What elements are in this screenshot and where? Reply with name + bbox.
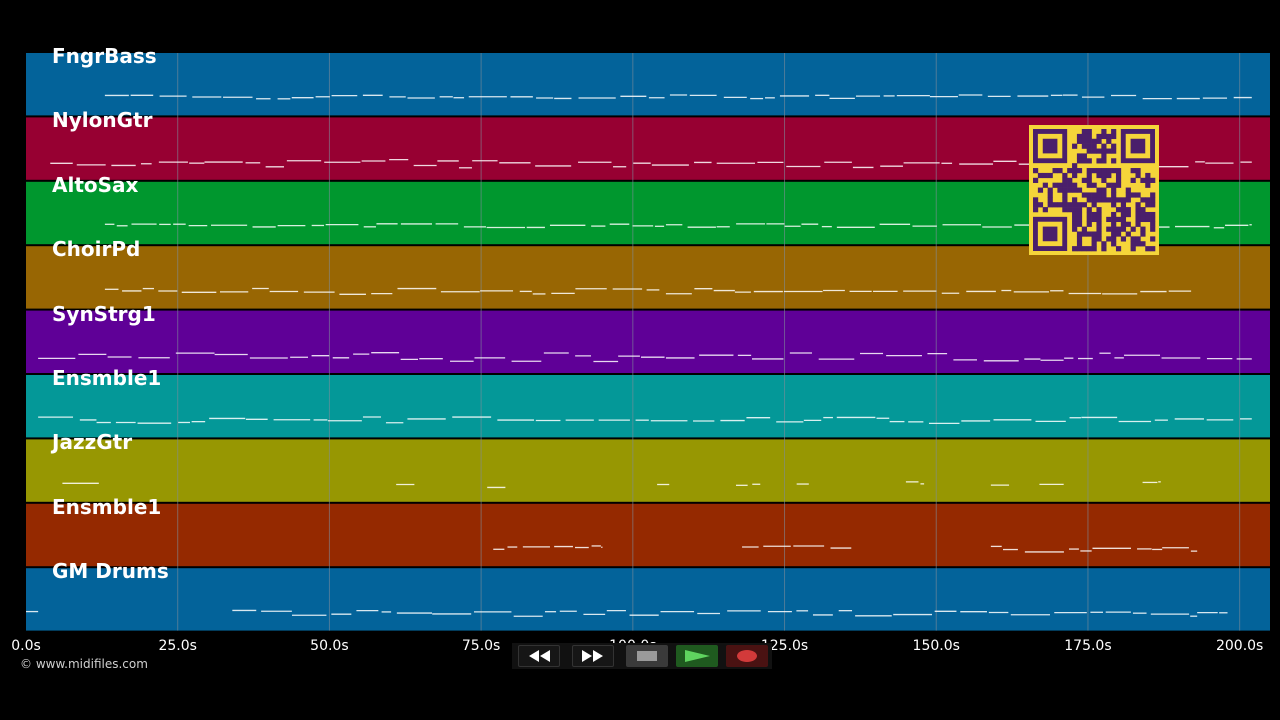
copyright-text: © www.midifiles.com — [20, 657, 148, 671]
tick-label: 200.0s — [1215, 638, 1264, 654]
track-label: GM Drums — [52, 559, 169, 584]
tick-label: 75.0s — [461, 638, 501, 654]
track-lane — [26, 439, 1270, 502]
track-label: Ensmble1 — [52, 366, 162, 390]
stop-button[interactable] — [626, 645, 668, 667]
tick-label: 125.0s — [760, 638, 809, 654]
track-lane — [26, 246, 1270, 309]
track-lane — [26, 310, 1270, 373]
transport-controls — [512, 643, 772, 669]
tick-label: 150.0s — [912, 638, 960, 654]
track-label: NylonGtr — [52, 108, 153, 133]
rewind-button[interactable] — [518, 645, 560, 667]
track-label: SynStrg1 — [52, 301, 156, 326]
record-icon — [737, 650, 757, 662]
track-label: JazzGtr — [52, 430, 133, 455]
track-label: AltoSax — [52, 172, 139, 197]
fast-forward-button[interactable] — [572, 645, 614, 667]
track-lane — [26, 568, 1270, 631]
tick-label: 25.0s — [158, 638, 197, 654]
track-label: FngrBass — [52, 44, 157, 68]
track-label: ChoirPd — [52, 237, 141, 262]
track-lane — [26, 503, 1270, 567]
tick-label: 0.0s — [11, 638, 41, 654]
record-button[interactable] — [726, 645, 768, 667]
fast-forward-icon — [582, 650, 603, 662]
track-lane — [26, 375, 1270, 438]
qr-code — [1029, 125, 1159, 255]
track-lane — [26, 53, 1270, 116]
tick-label: 175.0s — [1064, 638, 1112, 654]
stop-icon — [637, 651, 657, 661]
tick-label: 50.0s — [310, 638, 349, 654]
track-label: Ensmble1 — [52, 494, 162, 519]
rewind-icon — [529, 650, 550, 662]
play-button[interactable] — [676, 645, 718, 667]
play-icon — [685, 650, 710, 662]
